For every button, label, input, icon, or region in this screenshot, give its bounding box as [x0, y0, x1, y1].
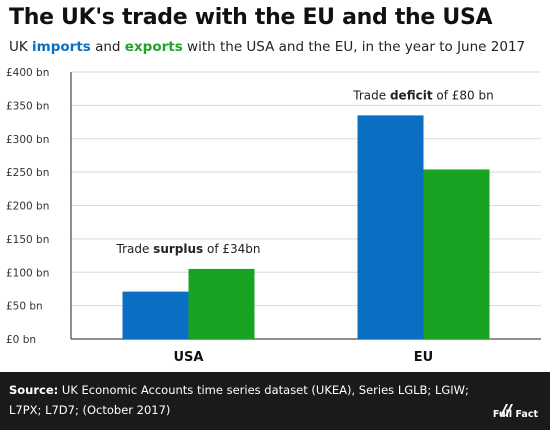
- x-tick-label: USA: [174, 350, 204, 365]
- chart-subtitle: UK imports and exports with the USA and …: [9, 39, 525, 55]
- annotation-eu: Trade deficit of £80 bn: [352, 88, 493, 102]
- source-note: Source: UK Economic Accounts time series…: [9, 380, 469, 420]
- chart-title: The UK's trade with the EU and the USA: [9, 5, 493, 30]
- x-tick-label: EU: [414, 350, 433, 365]
- subtitle-prefix: UK: [9, 39, 33, 55]
- source-text: UK Economic Accounts time series dataset…: [9, 383, 469, 417]
- y-tick-label: £400 bn: [6, 67, 49, 79]
- y-tick-label: £350 bn: [6, 100, 49, 112]
- y-tick-label: £250 bn: [6, 167, 49, 179]
- y-tick-label: £0 bn: [6, 334, 36, 346]
- subtitle-middle: and: [90, 39, 125, 55]
- full-fact-logo-icon: Full Fact: [484, 398, 540, 424]
- y-tick-label: £100 bn: [6, 267, 49, 279]
- subtitle-imports-word: imports: [32, 39, 91, 55]
- bar-imports-usa: [122, 291, 189, 339]
- y-tick-label: £150 bn: [6, 234, 49, 246]
- bar-chart: £0 bn £50 bn £100 bn £150 bn £200 bn £250 bn £…: [6, 67, 541, 365]
- footer: Source: UK Economic Accounts time series…: [0, 372, 550, 430]
- logo-text: Full Fact: [492, 409, 538, 420]
- subtitle-suffix: with the USA and the EU, in the year to …: [182, 39, 526, 55]
- logo-stripes-icon: [500, 404, 513, 416]
- subtitle-exports-word: exports: [124, 39, 183, 55]
- y-tick-label: £50 bn: [6, 301, 43, 313]
- bar-imports-eu: [357, 115, 424, 339]
- source-label: Source:: [9, 383, 59, 397]
- bar-exports-eu: [423, 169, 490, 339]
- y-tick-label: £300 bn: [6, 134, 49, 146]
- y-tick-label: £200 bn: [6, 201, 49, 213]
- bar-exports-usa: [188, 268, 255, 339]
- annotation-usa: Trade surplus of £34bn: [116, 242, 261, 256]
